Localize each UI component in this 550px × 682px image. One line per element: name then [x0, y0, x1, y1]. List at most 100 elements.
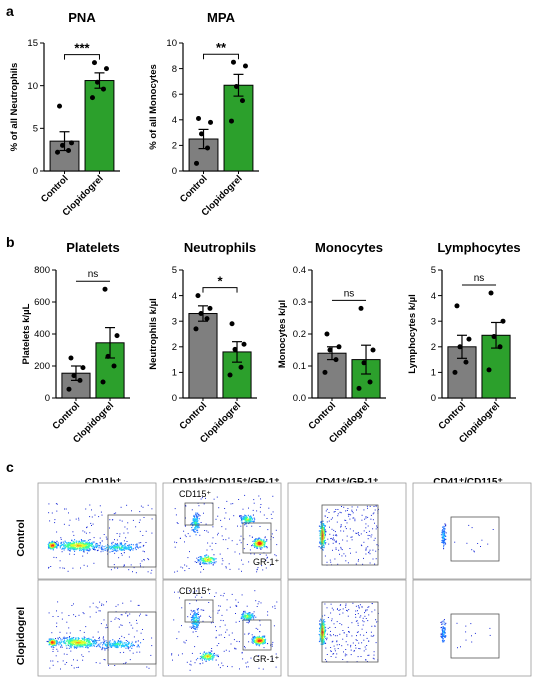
- event-dot: [130, 644, 132, 646]
- event-dot: [119, 549, 121, 551]
- event-dot: [260, 498, 261, 500]
- event-dot: [334, 558, 336, 560]
- event-dot: [320, 546, 322, 548]
- event-dot: [368, 614, 370, 616]
- event-dot: [352, 642, 354, 644]
- event-dot: [243, 616, 245, 618]
- event-dot: [322, 533, 324, 535]
- event-dot: [442, 531, 444, 533]
- event-dot: [346, 510, 348, 511]
- event-dot: [198, 616, 200, 618]
- event-dot: [49, 640, 51, 642]
- event-dot: [209, 652, 211, 654]
- event-dot: [111, 547, 113, 549]
- gate-label-gr1: GR-1⁺: [253, 654, 280, 664]
- event-dot: [266, 540, 268, 542]
- event-dot: [121, 549, 123, 551]
- event-dot: [72, 544, 74, 546]
- event-dot: [351, 506, 353, 508]
- event-dot: [324, 636, 326, 638]
- event-dot: [443, 640, 445, 642]
- event-dot: [259, 554, 261, 555]
- event-dot: [82, 542, 84, 544]
- event-dot: [128, 633, 130, 635]
- event-dot: [61, 551, 63, 553]
- event-dot: [110, 548, 112, 550]
- event-dot: [130, 600, 132, 602]
- event-dot: [117, 544, 119, 546]
- event-dot: [83, 613, 85, 615]
- event-dot: [85, 532, 87, 534]
- event-dot: [207, 657, 209, 659]
- event-dot: [84, 637, 86, 639]
- event-dot: [341, 624, 343, 626]
- event-dot: [258, 639, 260, 641]
- event-dot: [330, 561, 332, 563]
- event-dot: [244, 633, 246, 635]
- event-dot: [75, 645, 77, 647]
- event-dot: [249, 535, 251, 537]
- event-dot: [73, 545, 75, 547]
- event-dot: [94, 640, 96, 642]
- event-dot: [79, 643, 81, 645]
- event-dot: [76, 644, 78, 646]
- event-dot: [244, 616, 246, 618]
- event-dot: [54, 643, 56, 645]
- event-dot: [91, 639, 93, 641]
- event-dot: [139, 511, 141, 513]
- event-dot: [330, 538, 332, 540]
- event-dot: [239, 516, 241, 518]
- y-tick-label: 0.3: [293, 297, 306, 308]
- bar-clopidogrel: [223, 84, 254, 172]
- y-tick-label: 0.4: [293, 265, 306, 276]
- event-dot: [208, 557, 210, 559]
- event-dot: [56, 648, 58, 650]
- event-dot: [324, 534, 326, 536]
- event-dot: [89, 641, 91, 643]
- event-dot: [51, 548, 53, 550]
- event-dot: [440, 634, 442, 636]
- event-dot: [323, 539, 325, 541]
- flow-plot-r1-c1: [37, 482, 157, 580]
- event-dot: [70, 647, 72, 649]
- event-dot: [251, 639, 253, 641]
- event-dot: [355, 614, 356, 615]
- event-dot: [126, 644, 128, 646]
- event-dot: [70, 645, 72, 647]
- event-dot: [215, 637, 217, 639]
- event-dot: [320, 547, 322, 549]
- event-dot: [351, 511, 353, 512]
- event-dot: [234, 647, 236, 649]
- event-dot: [327, 517, 329, 518]
- event-dot: [323, 643, 325, 645]
- event-dot: [247, 617, 249, 619]
- event-dot: [57, 601, 59, 603]
- event-dot: [51, 638, 53, 640]
- event-dot: [322, 633, 324, 635]
- event-dot: [193, 519, 195, 521]
- event-dot: [191, 617, 193, 619]
- event-dot: [63, 548, 65, 550]
- event-dot: [242, 613, 244, 615]
- event-dot: [221, 563, 223, 565]
- event-dot: [336, 653, 338, 655]
- event-dot: [443, 530, 445, 532]
- event-dot: [193, 616, 195, 618]
- event-dot: [116, 533, 118, 534]
- event-dot: [102, 548, 104, 550]
- event-dot: [82, 530, 84, 532]
- event-dot: [136, 646, 138, 648]
- event-dot: [83, 551, 85, 553]
- event-dot: [194, 626, 196, 628]
- event-dot: [259, 637, 261, 639]
- event-dot: [365, 648, 367, 650]
- event-dot: [127, 546, 129, 548]
- event-dot: [232, 503, 234, 505]
- event-dot: [341, 555, 343, 557]
- event-dot: [441, 633, 443, 635]
- event-dot: [263, 546, 265, 548]
- event-dot: [322, 542, 324, 544]
- event-dot: [68, 643, 70, 645]
- event-dot: [74, 544, 76, 546]
- event-dot: [127, 545, 129, 547]
